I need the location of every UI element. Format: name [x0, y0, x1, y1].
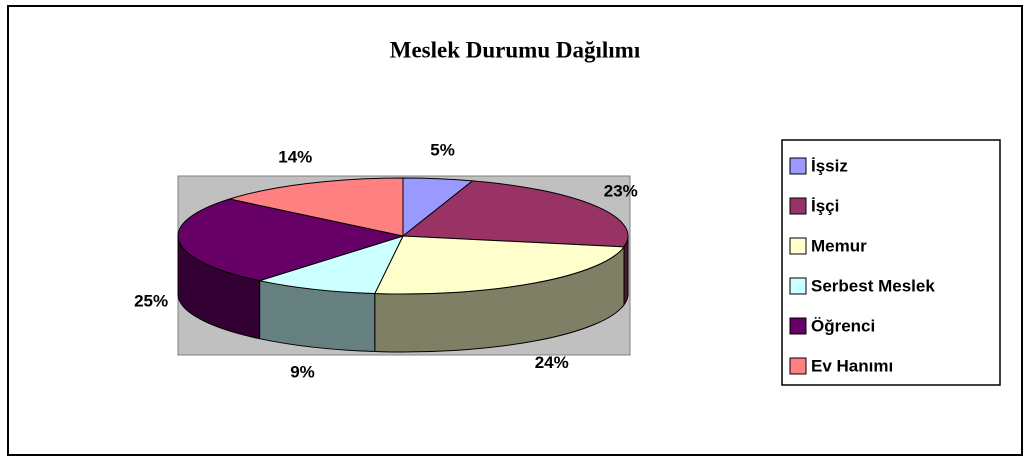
data-label: 5%	[430, 141, 455, 160]
slice	[227, 177, 404, 237]
data-label: 23%	[604, 182, 638, 201]
legend-swatch	[789, 197, 807, 215]
legend-swatch	[789, 157, 807, 175]
legend-swatch	[789, 277, 807, 295]
chart-title: Meslek Durumu Dağılımı	[390, 37, 641, 62]
legend-label: Ev Hanımı	[811, 356, 893, 375]
data-label: 14%	[278, 148, 312, 167]
legend-label: İşsiz	[811, 156, 848, 175]
data-label: 25%	[134, 292, 168, 311]
legend-label: Öğrenci	[811, 316, 875, 335]
legend-label: İşçi	[811, 196, 839, 215]
legend	[781, 139, 1001, 386]
legend-label: Serbest Meslek	[811, 276, 935, 295]
legend-swatch	[789, 357, 807, 375]
slice	[401, 180, 629, 248]
legend-swatch	[789, 317, 807, 335]
slice	[374, 235, 625, 295]
legend-swatch	[789, 237, 807, 255]
slice	[177, 198, 405, 282]
slice	[257, 235, 404, 295]
legend-label: Memur	[811, 236, 867, 255]
data-label: 24%	[535, 353, 569, 372]
data-label: 9%	[290, 362, 315, 381]
